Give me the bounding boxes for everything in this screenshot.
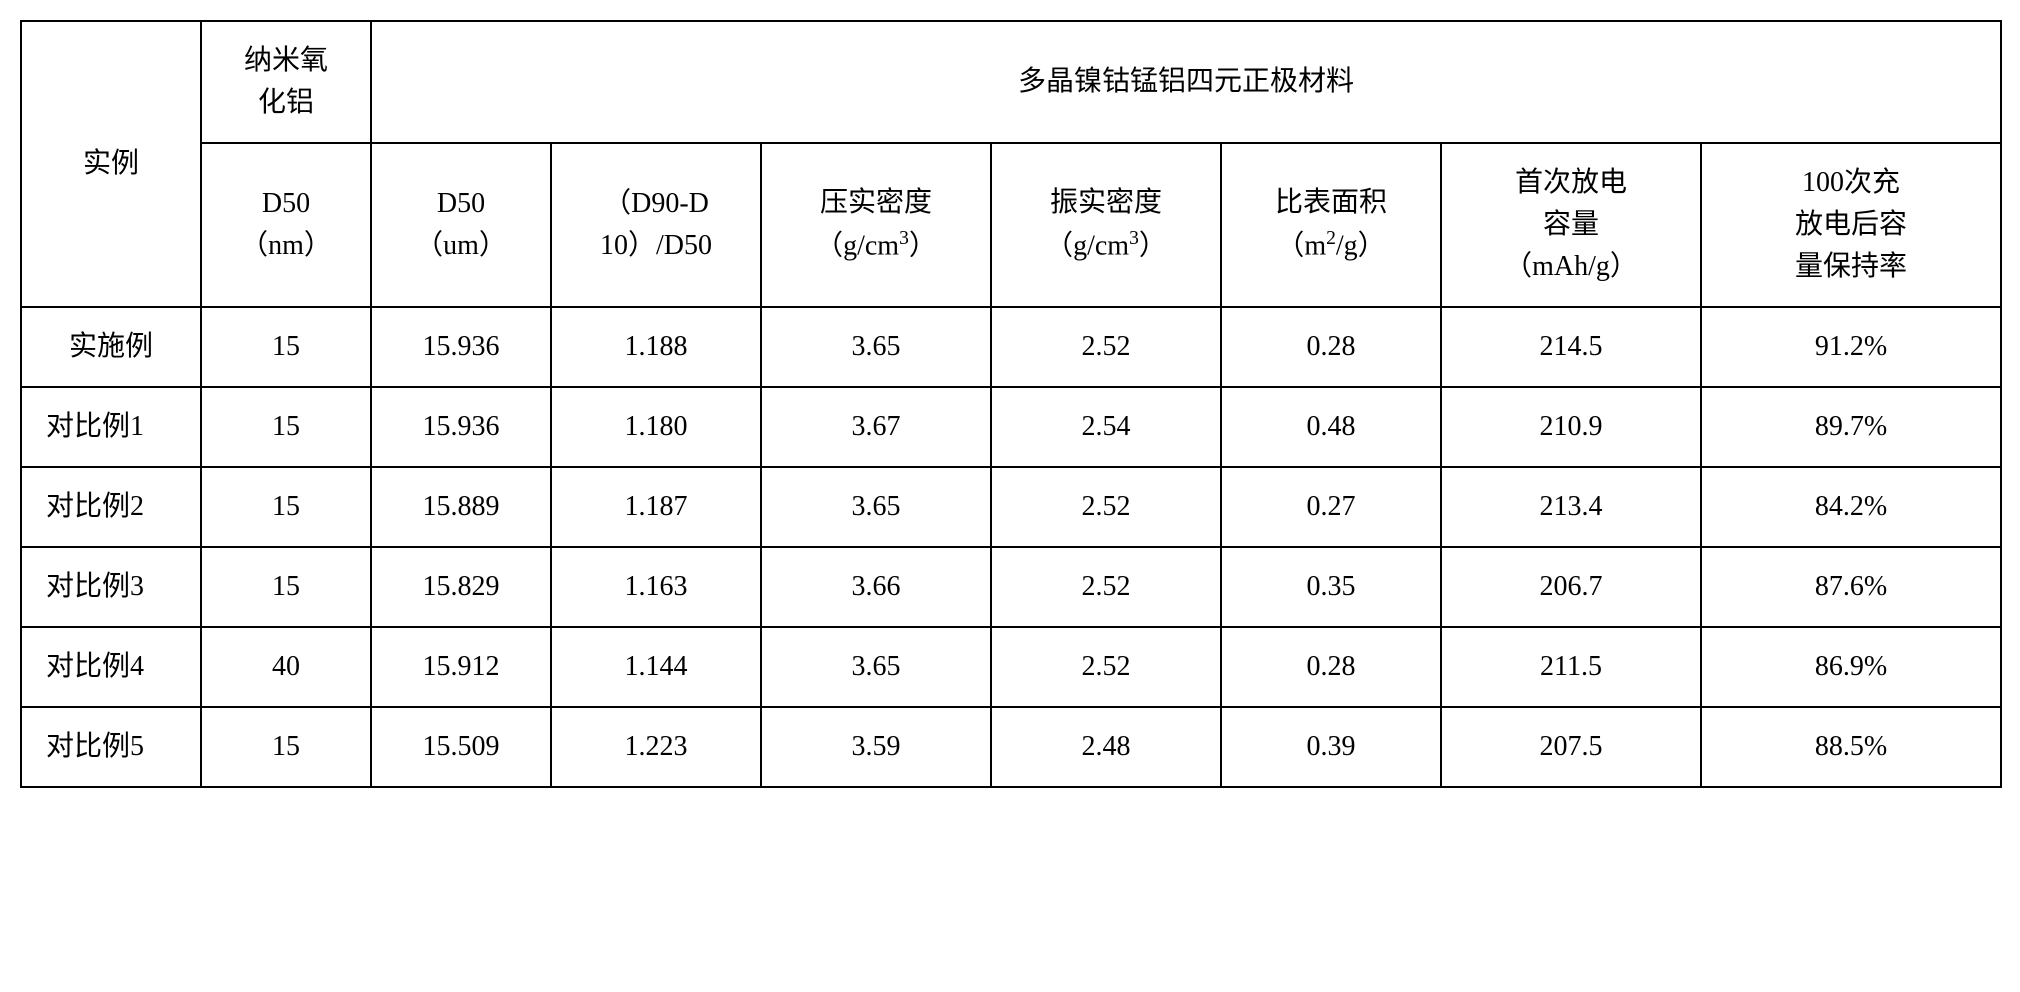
table-row: 对比例21515.8891.1873.652.520.27213.484.2% [21,467,2001,547]
table-row: 对比例31515.8291.1633.662.520.35206.787.6% [21,547,2001,627]
cell-nano-d50: 15 [201,547,371,627]
header-d50: D50（um） [371,143,551,307]
cell-retention: 91.2% [1701,307,2001,387]
cell-tap-density: 2.52 [991,627,1221,707]
cell-nano-d50: 15 [201,707,371,787]
cell-nano-d50: 15 [201,387,371,467]
cell-first-discharge: 207.5 [1441,707,1701,787]
cell-first-discharge: 210.9 [1441,387,1701,467]
cell-tap-density: 2.52 [991,547,1221,627]
cell-tap-density: 2.54 [991,387,1221,467]
cell-surface-area: 0.28 [1221,307,1441,387]
cell-d90d10: 1.180 [551,387,761,467]
header-row-label: 实例 [21,21,201,307]
cell-first-discharge: 206.7 [1441,547,1701,627]
cell-surface-area: 0.27 [1221,467,1441,547]
row-label: 对比例1 [21,387,201,467]
cell-surface-area: 0.28 [1221,627,1441,707]
cell-tap-density: 2.48 [991,707,1221,787]
row-label: 对比例2 [21,467,201,547]
cell-surface-area: 0.39 [1221,707,1441,787]
header-compact-density: 压实密度 （g/cm3） [761,143,991,307]
cell-d50: 15.509 [371,707,551,787]
table-row: 对比例11515.9361.1803.672.540.48210.989.7% [21,387,2001,467]
cell-d90d10: 1.144 [551,627,761,707]
table-header: 实例 纳米氧化铝 多晶镍钴锰铝四元正极材料 D50（nm） D50（um） （D… [21,21,2001,307]
cell-surface-area: 0.48 [1221,387,1441,467]
cell-compact-density: 3.65 [761,467,991,547]
cell-d50: 15.889 [371,467,551,547]
cell-compact-density: 3.66 [761,547,991,627]
cell-tap-density: 2.52 [991,467,1221,547]
cell-first-discharge: 211.5 [1441,627,1701,707]
table-row: 对比例44015.9121.1443.652.520.28211.586.9% [21,627,2001,707]
cell-first-discharge: 213.4 [1441,467,1701,547]
cell-tap-density: 2.52 [991,307,1221,387]
cell-nano-d50: 15 [201,307,371,387]
cell-d50: 15.936 [371,307,551,387]
cell-d90d10: 1.223 [551,707,761,787]
cell-retention: 88.5% [1701,707,2001,787]
cell-retention: 87.6% [1701,547,2001,627]
cell-d50: 15.912 [371,627,551,707]
cell-compact-density: 3.67 [761,387,991,467]
cell-d50: 15.936 [371,387,551,467]
cell-compact-density: 3.65 [761,307,991,387]
cell-retention: 86.9% [1701,627,2001,707]
header-first-discharge: 首次放电容量（mAh/g） [1441,143,1701,307]
row-label: 实施例 [21,307,201,387]
header-tap-density: 振实密度 （g/cm3） [991,143,1221,307]
cell-compact-density: 3.59 [761,707,991,787]
table-row: 对比例51515.5091.2233.592.480.39207.588.5% [21,707,2001,787]
cell-d90d10: 1.163 [551,547,761,627]
row-label: 对比例3 [21,547,201,627]
cell-surface-area: 0.35 [1221,547,1441,627]
row-label: 对比例5 [21,707,201,787]
row-label: 对比例4 [21,627,201,707]
cell-d50: 15.829 [371,547,551,627]
header-retention: 100次充放电后容量保持率 [1701,143,2001,307]
cell-first-discharge: 214.5 [1441,307,1701,387]
header-material-group: 多晶镍钴锰铝四元正极材料 [371,21,2001,143]
header-nano-group: 纳米氧化铝 [201,21,371,143]
header-nano-d50: D50（nm） [201,143,371,307]
table-row: 实施例1515.9361.1883.652.520.28214.591.2% [21,307,2001,387]
cell-d90d10: 1.187 [551,467,761,547]
header-d90d10: （D90-D10）/D50 [551,143,761,307]
cell-nano-d50: 15 [201,467,371,547]
materials-table: 实例 纳米氧化铝 多晶镍钴锰铝四元正极材料 D50（nm） D50（um） （D… [20,20,2002,788]
cell-retention: 89.7% [1701,387,2001,467]
cell-compact-density: 3.65 [761,627,991,707]
table-body: 实施例1515.9361.1883.652.520.28214.591.2%对比… [21,307,2001,787]
cell-d90d10: 1.188 [551,307,761,387]
cell-retention: 84.2% [1701,467,2001,547]
header-surface-area: 比表面积 （m2/g） [1221,143,1441,307]
cell-nano-d50: 40 [201,627,371,707]
